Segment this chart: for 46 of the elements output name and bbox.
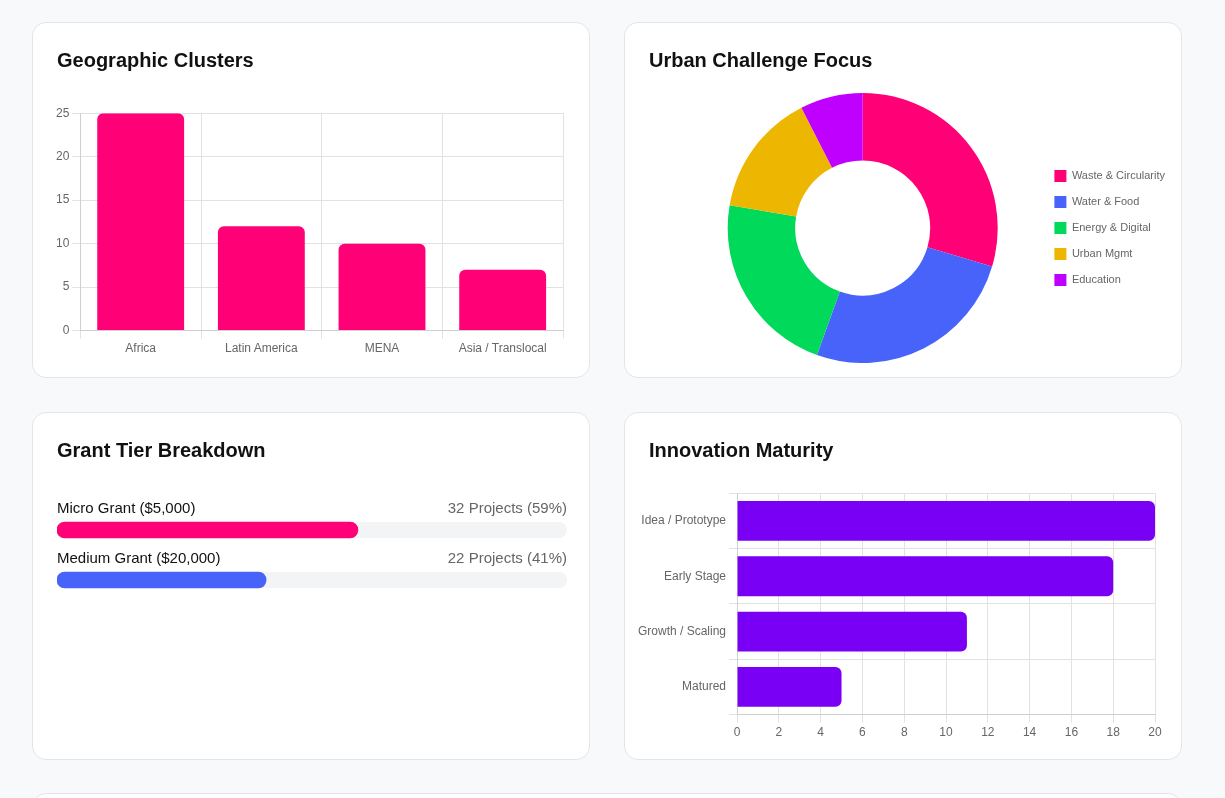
x-tick-label: 20 (1148, 725, 1162, 740)
x-tick-label: Asia / Translocal (458, 341, 547, 356)
category-label: Medium Grant ($20,000) (57, 548, 221, 566)
chart-title: Geographic Clusters (57, 49, 254, 72)
y-tick-label: Early Stage (663, 568, 727, 583)
data-label: 22 Projects (41%) (447, 548, 567, 566)
x-tick-label: 4 (817, 725, 825, 740)
x-tick-label: 2 (775, 725, 783, 740)
bar (338, 243, 426, 331)
bar (459, 269, 547, 331)
x-tick-label: 12 (981, 725, 995, 740)
chart-title: Innovation Maturity (649, 439, 834, 462)
chart-title: Grant Tier Breakdown (57, 439, 266, 462)
y-tick-label: 15 (55, 192, 70, 207)
legend-label: Waste & Circularity (1071, 169, 1166, 182)
legend-label: Urban Mgmt (1071, 247, 1133, 260)
data-label: 32 Projects (59%) (447, 498, 567, 516)
x-tick-label: 6 (859, 725, 867, 740)
y-tick-label: 5 (62, 279, 70, 294)
bar (737, 667, 842, 707)
bar (737, 556, 1114, 597)
x-tick-label: 16 (1064, 725, 1079, 740)
y-tick-label: Growth / Scaling (637, 623, 727, 638)
x-tick-label: 10 (939, 725, 954, 740)
legend-label: Water & Food (1071, 195, 1140, 208)
y-tick-label: 0 (62, 322, 70, 337)
x-tick-label: Africa (125, 341, 157, 356)
x-tick-label: MENA (364, 341, 400, 356)
y-tick-label: 20 (55, 148, 70, 163)
y-tick-label: 10 (55, 235, 70, 250)
x-tick-label: 18 (1106, 725, 1121, 740)
bar (97, 113, 185, 331)
y-tick-label: 25 (55, 105, 70, 120)
x-tick-label: 8 (900, 725, 908, 740)
bar (217, 226, 305, 331)
y-tick-label: Matured (682, 679, 727, 694)
legend-label: Education (1071, 273, 1121, 286)
y-tick-label: Idea / Prototype (641, 513, 727, 528)
category-label: Micro Grant ($5,000) (57, 498, 196, 516)
x-tick-label: Latin America (224, 341, 299, 356)
x-tick-label: 14 (1022, 725, 1037, 740)
legend-label: Energy & Digital (1071, 221, 1151, 234)
bar (737, 611, 967, 652)
chart-title: Urban Challenge Focus (649, 49, 873, 72)
bar (737, 500, 1155, 541)
x-tick-label: 0 (733, 725, 741, 740)
